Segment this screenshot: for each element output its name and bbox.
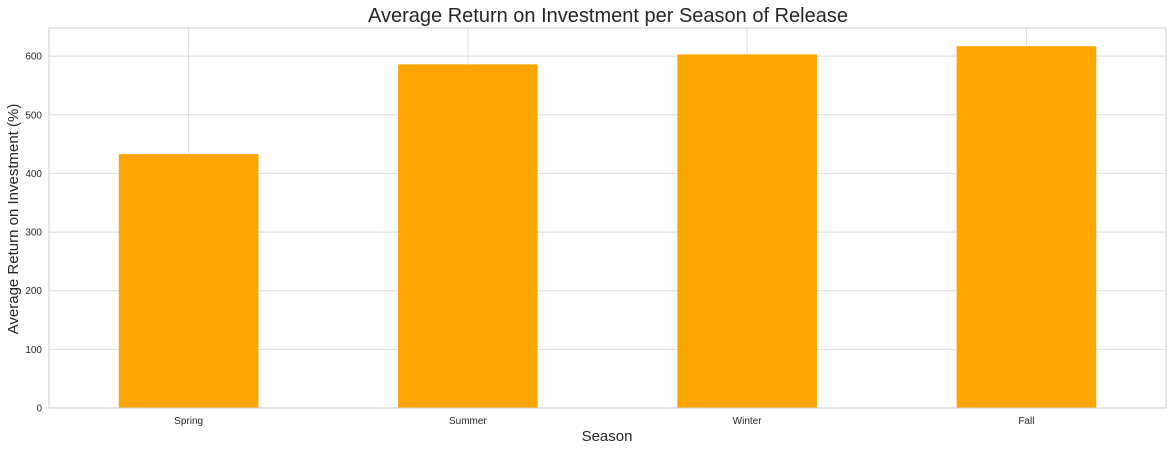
- bar-spring: [118, 154, 259, 408]
- y-tick-label: 500: [25, 110, 42, 121]
- y-tick-label: 200: [25, 286, 42, 297]
- x-tick-labels: Spring Summer Winter Fall: [174, 416, 1034, 427]
- y-tick-label: 400: [25, 169, 42, 180]
- bars: [118, 46, 1097, 409]
- y-axis-label: Average Return on Investment (%): [5, 104, 22, 335]
- axes: [48, 27, 1167, 409]
- y-tick-labels: 0 100 200 300 400 500 600: [25, 52, 42, 415]
- x-tick-label: Fall: [1018, 416, 1034, 427]
- bar-fall: [956, 46, 1097, 408]
- y-tick-label: 0: [36, 404, 42, 415]
- chart-title: Average Return on Investment per Season …: [368, 5, 848, 27]
- bar-summer: [398, 64, 538, 408]
- bar-winter: [677, 54, 817, 409]
- plot-frame: [48, 27, 1167, 409]
- y-tick-label: 100: [25, 345, 42, 356]
- y-tick-label: 300: [25, 228, 42, 239]
- x-axis-label: Season: [582, 428, 633, 445]
- y-tick-label: 600: [25, 52, 42, 63]
- x-tick-label: Summer: [449, 416, 487, 427]
- x-tick-label: Winter: [733, 416, 763, 427]
- x-tick-label: Spring: [174, 416, 203, 427]
